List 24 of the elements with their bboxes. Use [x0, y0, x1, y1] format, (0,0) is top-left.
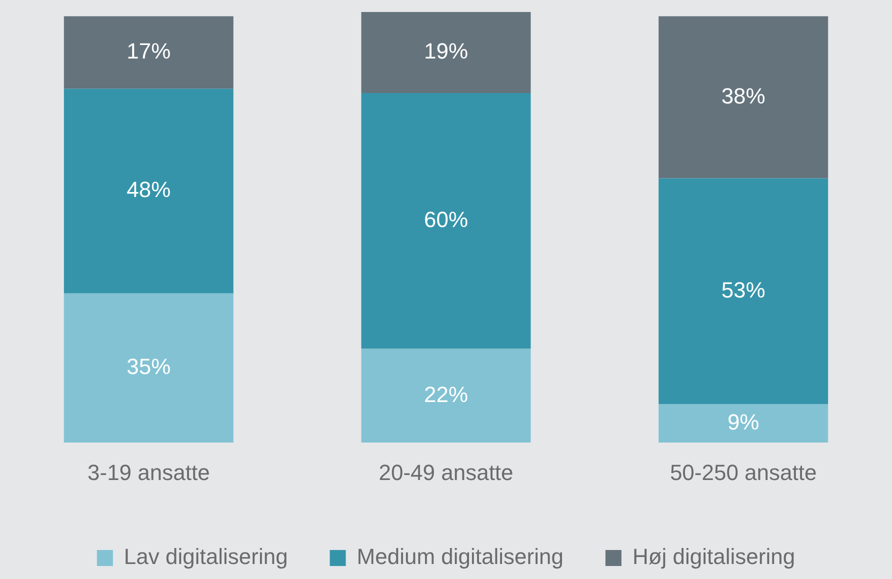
data-label: 38% — [721, 83, 766, 108]
data-label: 35% — [126, 354, 171, 380]
x-tick-label: 20-49 ansatte — [378, 460, 514, 485]
bar — [64, 88, 234, 294]
data-label: 9% — [727, 409, 760, 434]
bar — [361, 348, 531, 443]
data-label: 19% — [424, 38, 468, 64]
data-label: 53% — [721, 277, 766, 302]
bar — [658, 16, 828, 178]
data-label: 22% — [424, 382, 468, 407]
x-tick-label: 50-250 ansatte — [670, 460, 817, 485]
x-tick-label: 3-19 ansatte — [88, 460, 210, 485]
data-label: 17% — [126, 38, 171, 64]
data-label: 60% — [424, 206, 468, 232]
bar — [64, 293, 234, 443]
legend-label: Lav digitalisering — [124, 544, 288, 570]
bar — [64, 16, 234, 89]
data-label: 48% — [126, 177, 171, 202]
legend-label: Høj digitalisering — [632, 544, 796, 570]
bar — [658, 178, 828, 404]
bar — [658, 404, 828, 443]
bar — [361, 12, 531, 94]
bar — [361, 93, 531, 349]
legend-label: Medium digitalisering — [356, 544, 564, 570]
